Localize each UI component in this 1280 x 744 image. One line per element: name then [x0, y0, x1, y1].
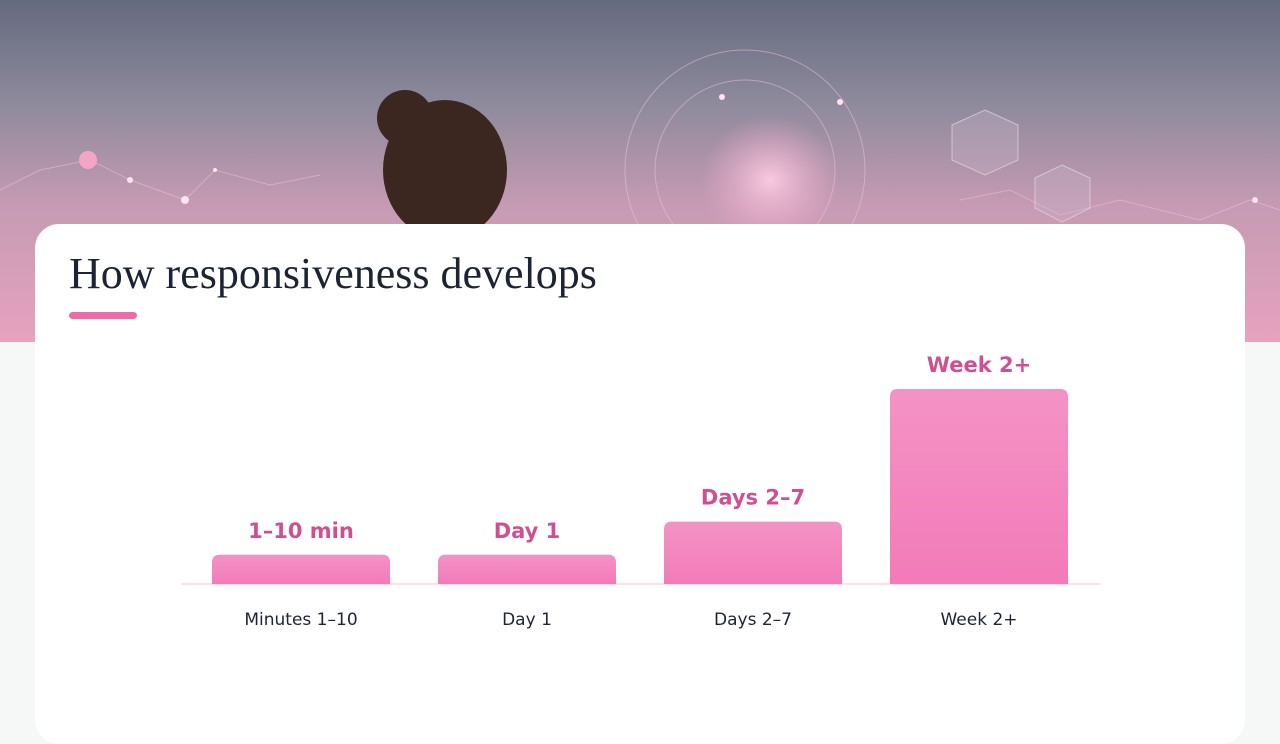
stage-label: Day 1	[494, 519, 561, 543]
chart: 1–10 min Minutes 1–10 Day 1 Day 1 Days 2–7 Da…	[182, 353, 1100, 630]
stage-label: Days 2–7	[701, 486, 805, 510]
x-tick-label: Day 1	[502, 610, 552, 630]
stage-label: 1–10 min	[248, 519, 354, 543]
bar-sheen	[438, 554, 616, 584]
hero-decoration	[0, 49, 1280, 291]
bar-sheen	[664, 521, 842, 584]
x-tick-label: Week 2+	[940, 610, 1017, 630]
x-tick-label: Days 2–7	[714, 610, 792, 630]
stage-label: Week 2+	[927, 353, 1031, 377]
page: {"chart_data": {"type": "bar", "title": …	[0, 0, 1280, 630]
bar-sheen	[890, 389, 1068, 584]
bar-sheen	[212, 554, 390, 584]
network-nodes	[79, 94, 1258, 204]
hologram-head	[700, 115, 840, 245]
title-accent	[69, 312, 137, 319]
x-tick-label: Minutes 1–10	[244, 610, 357, 630]
chart-title: How responsiveness develops	[69, 249, 597, 298]
cubes	[951, 109, 1091, 223]
